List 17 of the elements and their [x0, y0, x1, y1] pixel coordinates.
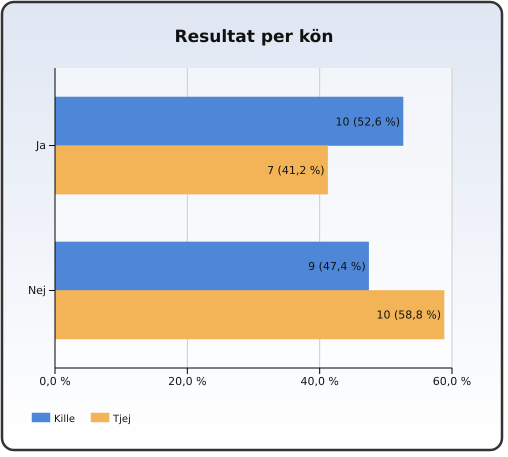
y-tick-label: Nej	[28, 284, 46, 297]
data-label: 7 (41,2 %)	[267, 164, 325, 177]
bar	[54, 242, 369, 291]
bar	[54, 96, 404, 146]
bar	[54, 290, 444, 340]
chart-title: Resultat per kön	[174, 27, 334, 47]
x-tick-label: 0,0 %	[39, 374, 71, 388]
data-label: 9 (47,4 %)	[308, 260, 366, 274]
x-tick-label: 20,0 %	[168, 374, 207, 388]
legend-label: Kille	[54, 414, 76, 425]
data-label: 10 (58,8 %)	[376, 308, 442, 322]
y-tick-label: Ja	[35, 139, 46, 152]
legend-label: Tjej	[112, 414, 131, 425]
x-tick-label: 60,0 %	[432, 374, 472, 388]
x-tick-label: 40,0 %	[300, 374, 339, 388]
data-label: 10 (52,6 %)	[336, 115, 400, 128]
bar	[54, 145, 328, 194]
